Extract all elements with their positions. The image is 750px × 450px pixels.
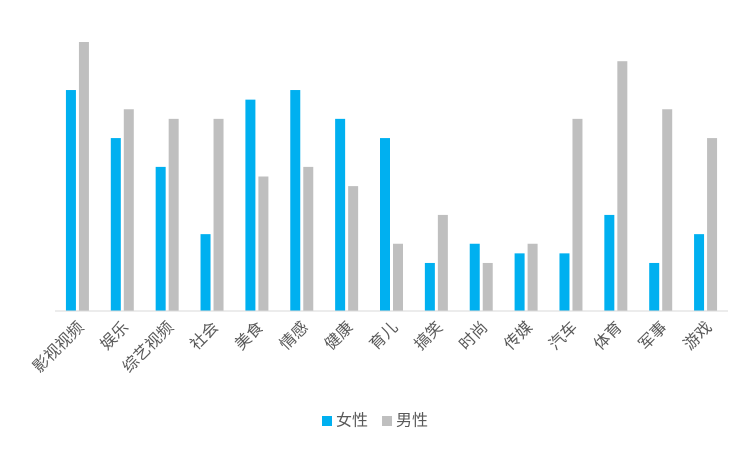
bar <box>200 234 211 311</box>
bar <box>707 138 718 311</box>
bar <box>437 214 448 311</box>
bar <box>527 243 538 311</box>
x-tick-label: 美食 <box>231 318 267 354</box>
bar <box>335 118 346 311</box>
x-tick-label: 传媒 <box>500 318 536 354</box>
x-tick-label: 健康 <box>321 318 357 354</box>
bar <box>559 253 570 311</box>
bar <box>348 186 359 311</box>
x-tick-label: 情感 <box>276 318 312 354</box>
bar <box>469 243 480 311</box>
bar <box>78 42 89 311</box>
bar <box>245 99 256 312</box>
bar <box>604 214 615 311</box>
bar <box>649 262 660 311</box>
legend-swatch <box>322 416 332 426</box>
x-tick-label: 游戏 <box>680 318 716 354</box>
x-tick-label: 影视视频 <box>29 318 88 377</box>
bar <box>213 118 224 311</box>
bar <box>617 61 628 311</box>
x-tick-label: 体育 <box>590 318 626 354</box>
x-tick-label: 军事 <box>635 318 671 354</box>
bar <box>482 262 493 311</box>
bar <box>694 234 705 311</box>
bar <box>258 176 269 311</box>
bar <box>303 166 314 311</box>
bar <box>65 90 76 312</box>
bar <box>155 166 166 311</box>
x-tick-label: 育儿 <box>365 318 401 354</box>
x-tick-label: 社会 <box>186 318 222 354</box>
bar <box>123 109 134 311</box>
bar <box>290 90 301 312</box>
bar <box>662 109 673 311</box>
x-tick-label: 娱乐 <box>96 318 132 354</box>
bar <box>514 253 525 311</box>
legend-label: 男性 <box>396 411 428 430</box>
bar <box>380 138 390 311</box>
bar <box>572 118 583 311</box>
legend-swatch <box>382 416 393 426</box>
bar <box>168 118 179 311</box>
legend-label: 女性 <box>336 411 368 430</box>
bar <box>110 138 121 311</box>
x-tick-label: 汽车 <box>545 318 581 354</box>
bar <box>393 243 403 311</box>
x-tick-label: 搞笑 <box>410 318 446 354</box>
bar <box>424 262 435 311</box>
x-tick-label: 时尚 <box>455 318 491 354</box>
